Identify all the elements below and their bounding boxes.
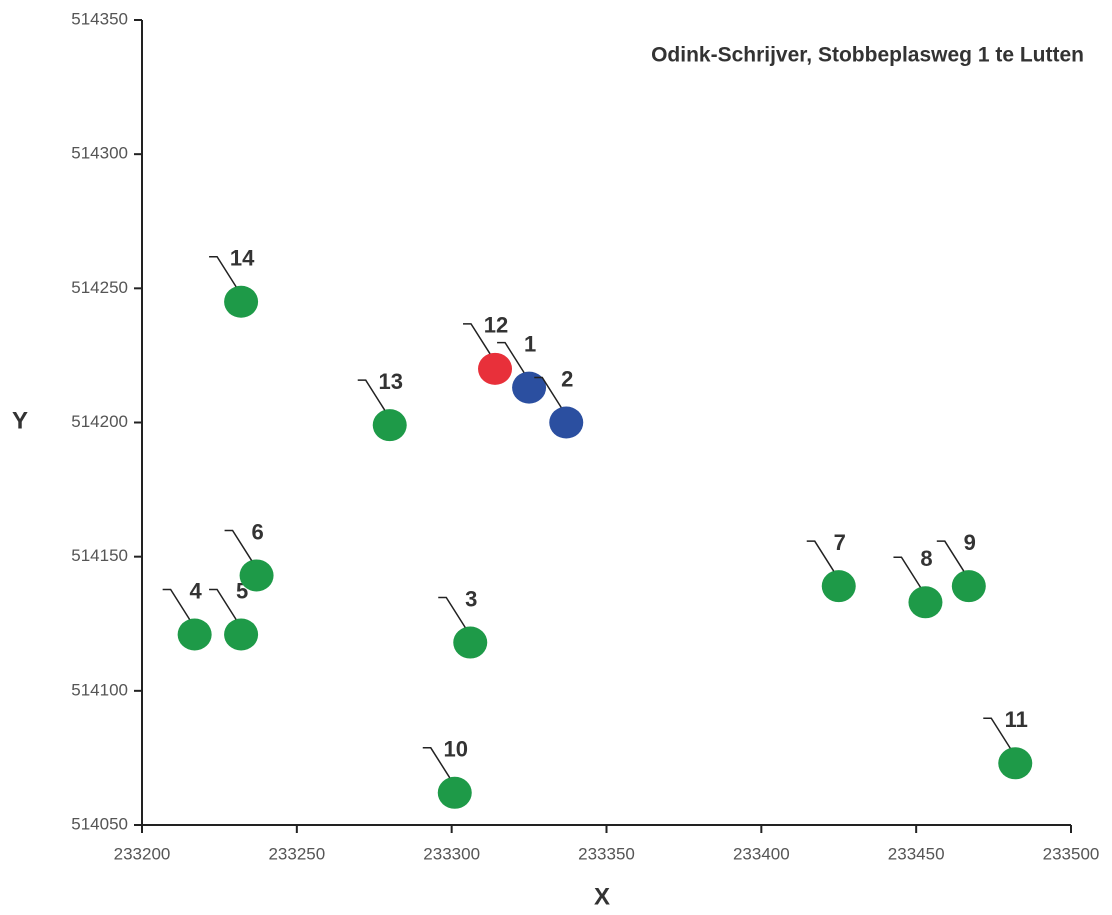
point: [239, 559, 274, 592]
point: [478, 352, 513, 385]
point: [998, 747, 1033, 780]
leader-line: [162, 588, 191, 620]
point: [512, 371, 547, 404]
point-label: 13: [378, 369, 402, 394]
point-label: 4: [190, 578, 203, 603]
y-tick-label: 514150: [71, 546, 128, 565]
point-label: 9: [964, 530, 976, 555]
point-label: 12: [484, 313, 508, 338]
point: [821, 570, 856, 603]
leader-line: [357, 379, 386, 411]
point-label: 11: [1005, 707, 1028, 732]
point-label: 2: [561, 366, 573, 391]
point-label: 6: [251, 519, 263, 544]
y-tick-label: 514250: [71, 278, 128, 297]
leader-line: [983, 717, 1011, 749]
y-axis-label: Y: [12, 407, 28, 434]
point-label: 14: [230, 246, 255, 271]
leader-line: [209, 588, 237, 620]
point-label: 7: [834, 530, 846, 555]
point: [549, 406, 584, 439]
point: [224, 618, 259, 651]
leader-line: [497, 341, 525, 374]
point: [224, 285, 259, 318]
point: [908, 586, 943, 619]
y-tick-label: 514300: [71, 144, 128, 163]
point: [453, 626, 488, 659]
x-tick-label: 233200: [114, 844, 171, 863]
leader-line: [438, 596, 466, 628]
leader-line: [534, 376, 562, 408]
leader-line: [893, 556, 922, 588]
x-tick-label: 233250: [268, 844, 325, 863]
point-label: 1: [524, 331, 536, 356]
x-tick-label: 233500: [1043, 844, 1100, 863]
point-label: 3: [465, 586, 477, 611]
point-label: 10: [444, 737, 468, 762]
x-tick-label: 233400: [733, 844, 790, 863]
y-tick-label: 514050: [71, 814, 128, 833]
y-tick-label: 514350: [71, 9, 128, 28]
leader-line: [463, 323, 491, 355]
leader-line: [936, 540, 965, 572]
leader-line: [806, 540, 835, 572]
point: [951, 570, 986, 603]
x-tick-label: 233300: [423, 844, 480, 863]
point-label: 8: [920, 546, 932, 571]
x-axis-label: X: [594, 883, 610, 910]
y-tick-label: 514200: [71, 412, 128, 431]
x-tick-label: 233350: [578, 844, 635, 863]
y-tick-label: 514100: [71, 680, 128, 699]
point: [177, 618, 212, 651]
leader-line: [422, 747, 451, 779]
chart-title: Odink-Schrijver, Stobbeplasweg 1 te Lutt…: [651, 44, 1084, 67]
leader-line: [209, 256, 237, 288]
point: [372, 409, 407, 442]
x-tick-label: 233450: [888, 844, 945, 863]
leader-line: [224, 529, 253, 561]
point: [437, 776, 472, 809]
